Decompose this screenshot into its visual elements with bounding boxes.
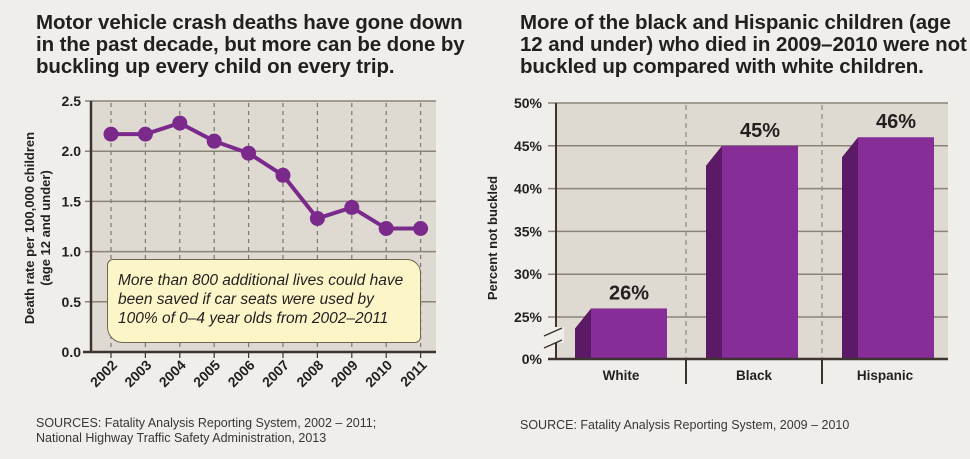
bar-side-face (842, 137, 858, 359)
line-chart-y-label-line1: Death rate per 100,000 children (22, 132, 37, 324)
right-source-note: SOURCE: Fatality Analysis Reporting Syst… (520, 418, 850, 432)
line-chart-data-point (137, 126, 153, 142)
line-chart-x-tick-label: 2003 (121, 357, 154, 390)
line-chart-y-tick-label: 0.5 (62, 294, 82, 310)
line-chart-data-point (378, 221, 394, 237)
bar-front-face (858, 137, 934, 359)
bar-hispanic: 46% (842, 111, 934, 359)
bar-chart-category-dividers (685, 105, 823, 384)
line-chart-series-line (111, 121, 421, 231)
bar-black: 45% (706, 120, 798, 359)
bar-value-label: 46% (876, 111, 916, 133)
bar-chart-category-label: Black (736, 368, 773, 383)
line-chart-y-tick-label: 1.5 (62, 193, 82, 209)
bar-side-face (575, 308, 591, 359)
bar-white: 26% (575, 282, 667, 359)
line-chart-y-tick-label: 1.0 (62, 244, 82, 260)
line-chart-data-point (241, 145, 257, 161)
bar-chart-bars: 26% 45% 46% (575, 111, 934, 359)
line-chart-x-tick-label: 2006 (224, 357, 257, 390)
line-chart-series (103, 115, 429, 237)
axis-break-slash (543, 327, 563, 337)
left-chart-title: Motor vehicle crash deaths have gone dow… (36, 11, 465, 78)
line-chart-data-point (172, 115, 188, 131)
left-source-note: SOURCES: Fatality Analysis Reporting Sys… (36, 416, 436, 446)
line-chart-x-tick-label: 2009 (328, 357, 361, 390)
line-chart-x-tick-label: 2011 (397, 357, 430, 390)
line-chart-data-point (206, 133, 222, 149)
line-chart-y-label-line2: (age 12 and under) (38, 170, 53, 286)
line-chart-y-tick-label: 2.0 (62, 143, 82, 159)
bar-chart-y-tick-label: 0% (522, 351, 543, 367)
bar-chart-y-tick-label: 35% (514, 223, 543, 239)
line-chart-y-ticks: 0.0 0.5 1.0 1.5 2.0 2.5 (62, 93, 82, 360)
line-chart-x-ticks: 2002 2003 2004 2005 2006 2007 2008 2009 2010 2011 (87, 352, 430, 390)
right-chart-title: More of the black and Hispanic children … (520, 11, 967, 78)
line-chart-x-tick-label: 2005 (190, 357, 223, 390)
bar-value-label: 26% (609, 282, 649, 304)
bar-side-face (706, 145, 722, 359)
bar-chart-category-label: Hispanic (857, 368, 914, 383)
line-chart-x-tick-label: 2002 (87, 357, 120, 390)
axis-break-slash (543, 339, 563, 349)
axis-break-gap (542, 327, 564, 343)
line-chart-x-tick-label: 2007 (259, 357, 292, 390)
callout-annotation: More than 800 additional lives could hav… (107, 259, 421, 343)
line-chart-x-tick-label: 2010 (362, 357, 395, 390)
bar-chart-y-ticks: 0% 25% 30% 35% 40% 45% 50% (514, 95, 543, 367)
bar-chart-y-tick-label: 50% (514, 95, 543, 111)
bar-value-label: 45% (740, 120, 780, 142)
left-source-line1: SOURCES: Fatality Analysis Reporting Sys… (36, 416, 377, 430)
line-chart-data-point (309, 210, 325, 226)
line-chart-data-point (275, 167, 291, 183)
line-chart-data-point (344, 199, 360, 215)
bar-front-face (722, 145, 798, 359)
line-chart-data-point (413, 221, 429, 237)
bar-chart-y-tick-label: 30% (514, 266, 543, 282)
bar-chart-category-label: White (603, 368, 640, 383)
line-chart-y-tick-label: 2.5 (62, 93, 82, 109)
bar-chart-y-tick-label: 40% (514, 181, 543, 197)
bar-chart-y-tick-label: 25% (514, 309, 543, 325)
line-chart-data-point (103, 126, 119, 142)
bar-front-face (591, 308, 667, 359)
line-chart-y-tick-label: 0.0 (62, 344, 82, 360)
bar-chart-category-labels: White Black Hispanic (603, 368, 914, 383)
left-source-line2: National Highway Traffic Safety Administ… (36, 431, 327, 445)
line-chart: 0.00.51.01.52.02.5 2002 2003 2004 2005 2006 2… (22, 93, 436, 390)
line-chart-x-tick-label: 2004 (156, 357, 189, 390)
bar-chart: 0% 25% 30% 35% 40% 45% 50% 26% 45% 46% Percent n… (485, 95, 948, 384)
bar-chart-y-tick-label: 45% (514, 138, 543, 154)
line-chart-x-tick-label: 2008 (293, 357, 326, 390)
bar-chart-y-label: Percent not buckled (485, 176, 500, 300)
axis-break-icon (542, 327, 564, 349)
